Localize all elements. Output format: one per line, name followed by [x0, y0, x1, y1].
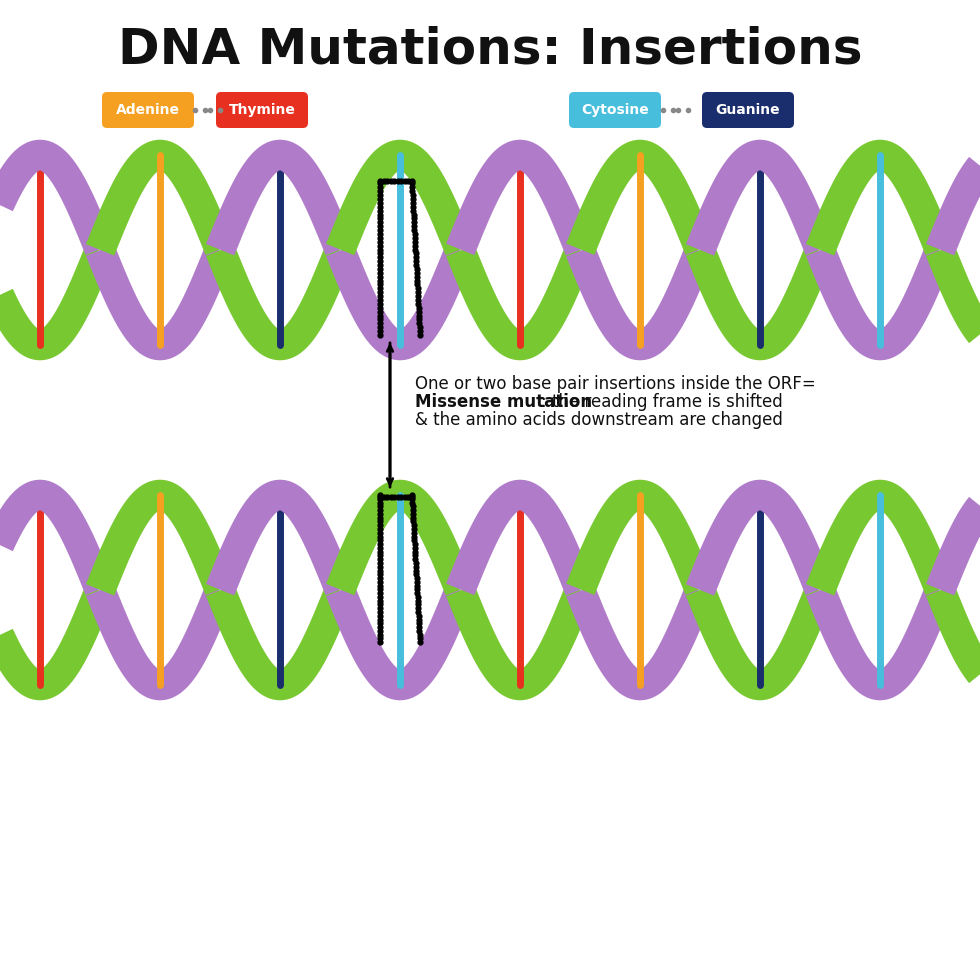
FancyBboxPatch shape — [569, 92, 661, 128]
Text: Cytosine: Cytosine — [581, 103, 649, 117]
Text: Guanine: Guanine — [715, 103, 780, 117]
Text: Thymine: Thymine — [228, 103, 295, 117]
Text: : the reading frame is shifted: : the reading frame is shifted — [542, 393, 783, 411]
FancyBboxPatch shape — [102, 92, 194, 128]
Text: One or two base pair insertions inside the ORF=: One or two base pair insertions inside t… — [415, 375, 815, 393]
FancyBboxPatch shape — [702, 92, 794, 128]
FancyBboxPatch shape — [216, 92, 308, 128]
Text: DNA Mutations: Insertions: DNA Mutations: Insertions — [118, 26, 862, 74]
Text: & the amino acids downstream are changed: & the amino acids downstream are changed — [415, 411, 783, 429]
Text: Adenine: Adenine — [116, 103, 180, 117]
Text: Missense mutation: Missense mutation — [415, 393, 592, 411]
